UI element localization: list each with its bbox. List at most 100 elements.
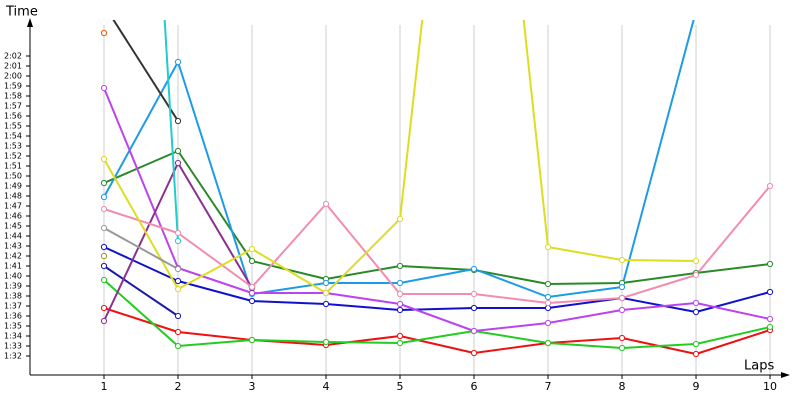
- data-point: [100, 224, 108, 232]
- data-point: [618, 306, 626, 314]
- y-tick-label: 1:37: [4, 302, 22, 311]
- data-point: [174, 342, 182, 350]
- series-line: [103, 150, 771, 285]
- data-point: [248, 257, 256, 265]
- data-point: [174, 147, 182, 155]
- data-point: [692, 308, 700, 316]
- data-point: [544, 299, 552, 307]
- series-line: [103, 246, 771, 313]
- data-point: [100, 243, 108, 251]
- data-point: [100, 155, 108, 163]
- data-point: [322, 279, 330, 287]
- x-tick-label: 6: [471, 380, 478, 393]
- data-point: [322, 338, 330, 346]
- x-tick-label: 1: [101, 380, 108, 393]
- data-point: [766, 182, 774, 190]
- y-tick-label: 1:36: [4, 312, 22, 321]
- y-tick-label: 1:59: [4, 82, 22, 91]
- data-point: [100, 304, 108, 312]
- data-point: [100, 205, 108, 213]
- ticks: 1 2 3 4 5 6 7 8 9 101:321:331:341:351:361:371:381…: [4, 52, 777, 394]
- y-tick-label: 1:56: [4, 112, 22, 121]
- x-tick-label: 10: [763, 380, 777, 393]
- data-point: [174, 159, 182, 167]
- series-line: [112, 20, 179, 122]
- y-tick-label: 1:50: [4, 172, 22, 181]
- data-point: [544, 243, 552, 251]
- data-point: [618, 256, 626, 264]
- y-tick-label: 1:42: [4, 252, 22, 261]
- x-tick-label: 7: [545, 380, 552, 393]
- data-point: [322, 300, 330, 308]
- data-point: [470, 265, 478, 273]
- data-point: [100, 193, 108, 201]
- series-line: [103, 87, 771, 332]
- data-point: [174, 328, 182, 336]
- data-point: [396, 290, 404, 298]
- y-axis-label: Time: [5, 5, 38, 20]
- y-tick-label: 1:43: [4, 242, 22, 251]
- data-point: [100, 84, 108, 92]
- data-point: [618, 294, 626, 302]
- y-tick-label: 1:46: [4, 212, 22, 221]
- data-point: [618, 334, 626, 342]
- data-point: [174, 265, 182, 273]
- data-point: [322, 289, 330, 297]
- series-line: [103, 265, 179, 317]
- data-point: [544, 293, 552, 301]
- x-tick-label: 3: [249, 380, 256, 393]
- data-point: [174, 312, 182, 320]
- series-line: [163, 20, 180, 242]
- data-point: [396, 300, 404, 308]
- data-point: [174, 58, 182, 66]
- data-point: [248, 336, 256, 344]
- y-tick-label: 1:32: [4, 352, 22, 361]
- data-point: [766, 260, 774, 268]
- data-point: [100, 276, 108, 284]
- data-point: [174, 285, 182, 293]
- data-point: [544, 339, 552, 347]
- y-tick-label: 1:38: [4, 292, 22, 301]
- series-layer: [100, 20, 774, 358]
- data-point: [248, 289, 256, 297]
- data-point: [692, 271, 700, 279]
- x-axis-arrow: [781, 372, 790, 378]
- y-tick-label: 1:48: [4, 192, 22, 201]
- data-point: [618, 283, 626, 291]
- x-tick-label: 8: [619, 380, 626, 393]
- y-tick-label: 1:55: [4, 122, 22, 131]
- data-point: [396, 279, 404, 287]
- data-point: [100, 29, 108, 37]
- data-point: [100, 252, 108, 260]
- data-point: [396, 215, 404, 223]
- data-point: [100, 179, 108, 187]
- data-point: [692, 340, 700, 348]
- y-tick-label: 2:02: [4, 52, 22, 61]
- x-tick-label: 4: [323, 380, 330, 393]
- x-tick-label: 2: [175, 380, 182, 393]
- data-point: [470, 304, 478, 312]
- data-point: [100, 262, 108, 270]
- y-tick-label: 1:41: [4, 262, 22, 271]
- data-point: [766, 323, 774, 331]
- data-point: [692, 257, 700, 265]
- data-point: [692, 299, 700, 307]
- y-tick-label: 1:44: [4, 232, 22, 241]
- x-axis-label: Laps: [744, 359, 774, 374]
- y-tick-label: 1:34: [4, 332, 22, 341]
- y-tick-label: 1:53: [4, 142, 22, 151]
- y-tick-label: 2:00: [4, 72, 22, 81]
- y-tick-label: 1:52: [4, 152, 22, 161]
- y-tick-label: 1:54: [4, 132, 22, 141]
- data-point: [100, 317, 108, 325]
- y-tick-label: 1:47: [4, 202, 22, 211]
- data-point: [470, 327, 478, 335]
- series-line: [103, 227, 179, 270]
- data-point: [544, 304, 552, 312]
- data-point: [544, 319, 552, 327]
- data-point: [322, 200, 330, 208]
- data-point: [692, 350, 700, 358]
- y-tick-label: 1:58: [4, 92, 22, 101]
- y-tick-label: 1:57: [4, 102, 22, 111]
